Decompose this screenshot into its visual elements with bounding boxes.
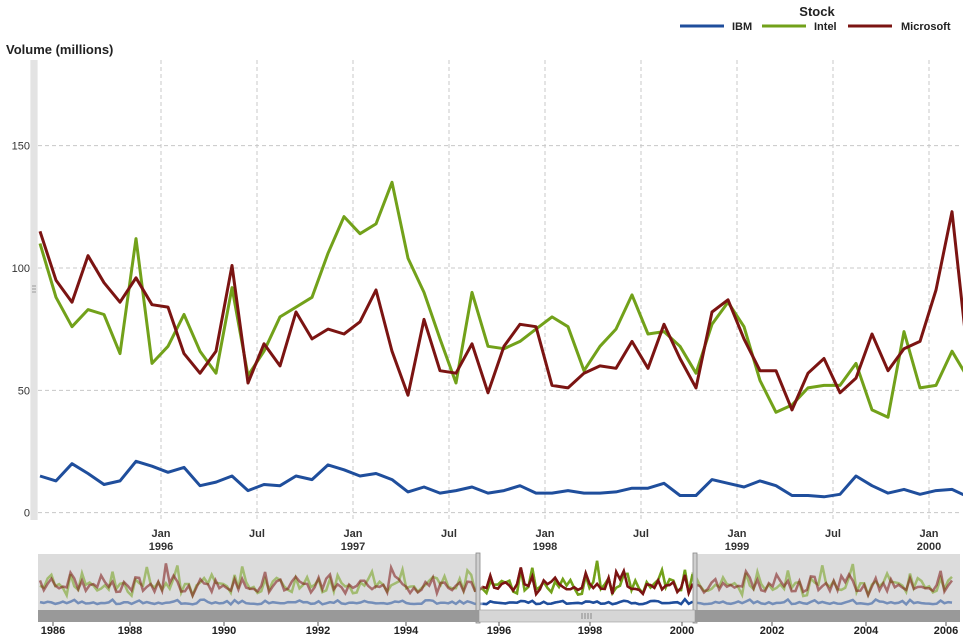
x-tick-label: Jan (536, 528, 555, 540)
y-tick-label: 100 (12, 263, 30, 275)
x-tick-year-label: 1997 (341, 541, 365, 553)
x-tick-year-label: 1998 (533, 541, 557, 553)
navigator-tick-label: 1996 (487, 625, 511, 637)
x-tick-label: Jan (344, 528, 363, 540)
x-tick-year-label: 2000 (917, 541, 941, 553)
navigator-tick-label: 1986 (41, 625, 65, 637)
navigator-tick-label: 1992 (306, 625, 330, 637)
navigator-tick-label: 2006 (934, 625, 958, 637)
navigator-selected-line-ibm (482, 597, 694, 606)
legend-label-microsoft: Microsoft (901, 21, 951, 33)
series-lines (38, 180, 963, 499)
navigator-left-handle[interactable] (475, 552, 481, 624)
y-axis-ticks: 0 50 100 150 (12, 141, 30, 520)
navigator-selected-line-microsoft (482, 567, 694, 598)
navigator-tick-label: 2004 (854, 625, 879, 637)
y-axis-label: Volume (millions) (6, 42, 113, 57)
navigator-scrollbar-thumb[interactable] (478, 609, 696, 623)
plot-area[interactable] (38, 60, 963, 520)
navigator-tick-label: 1998 (578, 625, 602, 637)
legend: Stock IBM Intel Microsoft (680, 4, 951, 33)
x-tick-label: Jul (249, 528, 265, 540)
navigator-series-lines (38, 560, 953, 607)
navigator-tick-label: 1990 (212, 625, 236, 637)
navigator-tick-label: 1994 (394, 625, 419, 637)
x-tick-label: Jan (728, 528, 747, 540)
range-navigator[interactable]: 1986 1988 1990 1992 1994 1996 1998 2000 2002 2004… (38, 552, 960, 637)
y-tick-label: 0 (24, 508, 30, 520)
y-tick-label: 150 (12, 141, 30, 153)
series-line-ibm[interactable] (39, 459, 963, 499)
x-tick-year-label: 1996 (149, 541, 173, 553)
y-axis-scrollbar-thumb[interactable] (31, 60, 37, 520)
navigator-x-ticks: 1986 1988 1990 1992 1994 1996 1998 2000 2002 2004… (41, 622, 958, 637)
navigator-tick-label: 2000 (670, 625, 694, 637)
x-tick-label: Jan (152, 528, 171, 540)
navigator-tick-label: 2002 (760, 625, 784, 637)
scrollbar-grip-icon (581, 613, 592, 619)
x-tick-label: Jul (825, 528, 841, 540)
legend-title: Stock (799, 4, 835, 19)
legend-label-intel: Intel (814, 21, 837, 33)
navigator-right-handle[interactable] (692, 552, 698, 624)
x-tick-label: Jul (633, 528, 649, 540)
y-tick-label: 50 (18, 385, 30, 397)
legend-label-ibm: IBM (732, 21, 752, 33)
navigator-tick-label: 1988 (118, 625, 142, 637)
y-scroll-grip-icon (32, 285, 36, 293)
x-tick-label: Jan (920, 528, 939, 540)
x-tick-year-label: 1999 (725, 541, 749, 553)
series-line-microsoft[interactable] (38, 210, 963, 412)
x-tick-label: Jul (441, 528, 457, 540)
